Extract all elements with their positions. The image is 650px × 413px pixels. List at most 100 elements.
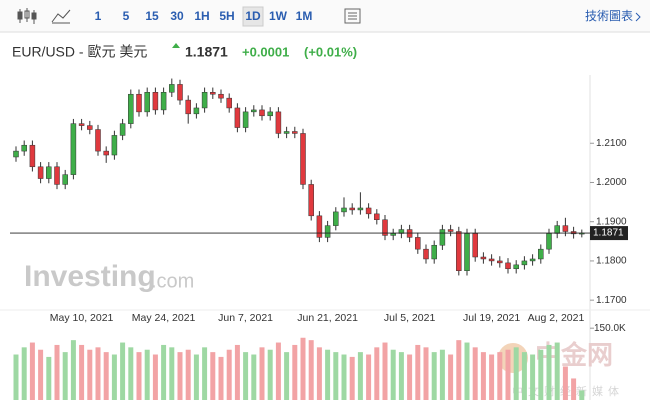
volume-bar	[546, 344, 552, 400]
last-price-label: 1.1871	[593, 228, 624, 239]
volume-bar	[234, 344, 240, 400]
interval-button[interactable]: 15	[145, 9, 159, 23]
volume-bar	[144, 349, 150, 400]
volume-bar	[554, 342, 560, 400]
candle-body	[308, 184, 314, 217]
volume-bar	[562, 366, 568, 400]
y-tick-label: 1.2000	[596, 177, 627, 188]
interval-button[interactable]: 1W	[269, 9, 288, 23]
volume-bar	[308, 340, 314, 400]
interval-button[interactable]: 5H	[219, 9, 234, 23]
candle-body	[251, 109, 257, 113]
volume-bar	[398, 352, 404, 400]
volume-bar	[21, 347, 27, 400]
candle-body	[46, 166, 52, 179]
active-interval	[242, 6, 264, 27]
watermark-brand: Investing	[24, 260, 156, 293]
volume-bar	[333, 352, 339, 400]
candle-body	[546, 233, 552, 250]
interval-button[interactable]: 1	[95, 9, 102, 23]
volume-bar	[54, 344, 60, 400]
candle-body	[144, 92, 150, 113]
candle-body	[242, 111, 249, 128]
candle-body	[390, 233, 396, 236]
candle-body	[193, 107, 200, 115]
volume-bar	[390, 349, 396, 400]
volume-bar	[120, 342, 126, 400]
volume-bar	[46, 356, 52, 400]
volume-bar	[530, 354, 536, 400]
x-tick-label: Jun 7, 2021	[218, 312, 273, 324]
candle-body	[201, 92, 208, 109]
candle-body	[341, 207, 347, 213]
volume-bar	[349, 356, 355, 400]
line-icon[interactable]	[51, 9, 71, 23]
candle-body	[78, 123, 85, 126]
candle-body	[456, 231, 462, 271]
volume-bar	[193, 354, 199, 400]
volume-bar	[521, 352, 527, 400]
settings-icon[interactable]	[344, 8, 361, 24]
volume-bar	[407, 354, 413, 400]
candle-body	[431, 244, 437, 260]
candle-body	[275, 111, 282, 134]
volume-bar	[259, 347, 265, 400]
volume-bar	[538, 349, 544, 400]
volume-bar	[275, 342, 281, 400]
candle-body	[292, 131, 298, 134]
volume-bar	[202, 347, 208, 400]
candle-body	[283, 131, 290, 134]
candle-body	[226, 97, 232, 109]
volume-bar	[95, 347, 101, 400]
volume-bar	[103, 352, 109, 400]
candle-body	[464, 233, 470, 271]
candle-icon[interactable]	[17, 8, 37, 24]
x-tick-label: May 10, 2021	[50, 312, 114, 324]
volume-bar	[13, 354, 19, 400]
volume-bar	[38, 349, 44, 400]
x-tick-label: Jul 5, 2021	[384, 312, 436, 324]
candle-body	[521, 260, 528, 266]
candle-body	[513, 264, 519, 270]
volume-bar	[70, 340, 76, 400]
candle-body	[111, 135, 118, 156]
candle-body	[488, 258, 495, 262]
candle-body	[152, 92, 159, 111]
volume-bar	[472, 347, 478, 400]
volume-bar	[464, 342, 470, 400]
interval-button[interactable]: 1D	[245, 9, 261, 23]
candle-body	[472, 233, 478, 258]
volume-bar	[439, 349, 445, 400]
change-pct: (+0.01%)	[304, 44, 357, 59]
volume-bar	[316, 347, 322, 400]
candle-body	[447, 229, 454, 232]
volume-bar	[136, 352, 142, 400]
candle-body	[374, 213, 380, 220]
candle-body	[136, 93, 142, 113]
y-tick-label: 1.1700	[596, 295, 627, 306]
candle-body	[529, 258, 536, 262]
volume-bar	[218, 356, 224, 400]
interval-button[interactable]: 5	[123, 9, 130, 23]
volume-bar	[152, 354, 158, 400]
candle-body	[349, 207, 355, 211]
candle-body	[37, 166, 44, 179]
candle-body	[480, 256, 487, 260]
candle-body	[505, 262, 511, 270]
volume-bar	[177, 352, 183, 400]
volume-bar	[325, 349, 331, 400]
interval-button[interactable]: 1M	[296, 9, 313, 23]
volume-bar	[185, 349, 191, 400]
interval-button[interactable]: 30	[170, 9, 184, 23]
x-tick-label: Jun 21, 2021	[297, 312, 358, 324]
volume-bar	[284, 352, 290, 400]
volume-bar	[341, 354, 347, 400]
candle-body	[103, 150, 109, 156]
candle-body	[70, 123, 77, 175]
chart-link[interactable]: 技術圖表	[585, 9, 633, 23]
y-tick-label: 1.2100	[596, 138, 627, 149]
candle-body	[333, 211, 339, 226]
interval-button[interactable]: 1H	[194, 9, 209, 23]
volume-tick-label: 150.0K	[594, 323, 626, 334]
